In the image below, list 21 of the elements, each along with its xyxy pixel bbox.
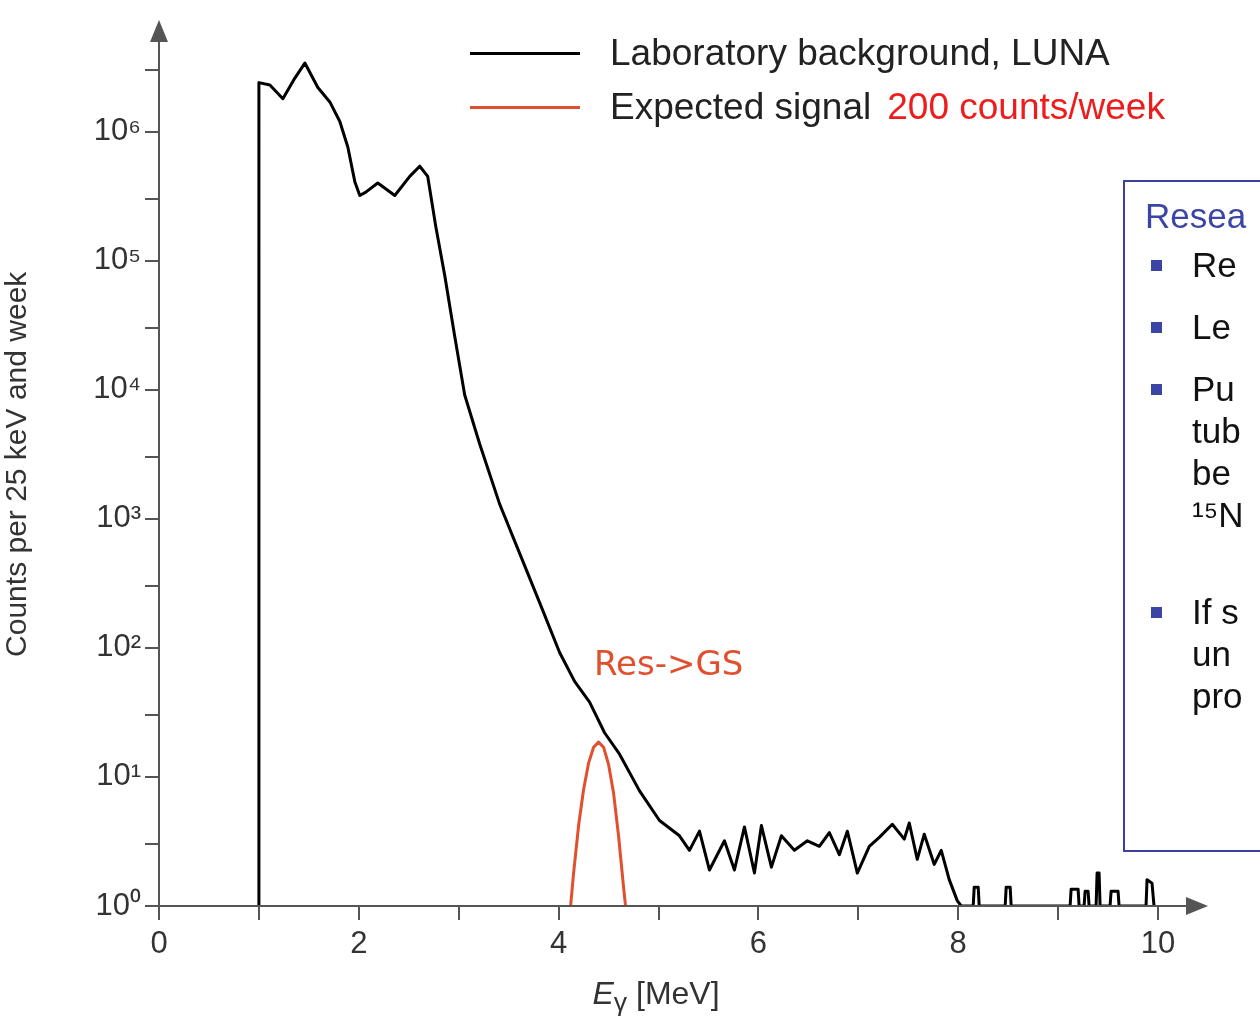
x-tick-label: 10 [1140, 925, 1176, 961]
y-tick-label: 10⁵ [93, 241, 141, 277]
y-axis-title: Counts per 25 keV and week [0, 270, 33, 657]
y-tick-label: 10² [96, 628, 141, 664]
annotation: Resea [1145, 196, 1248, 236]
legend-label: Laboratory background, LUNA [610, 32, 1110, 74]
x-axis-title: E$_{γ}$ [MeV] [592, 975, 720, 1018]
y-tick-label: 10⁶ [93, 112, 141, 148]
y-tick-label: 10⁰ [95, 886, 141, 922]
annotation: 200 counts/week [887, 86, 1165, 128]
annotation: Res->GS [594, 643, 744, 683]
x-tick-label: 2 [350, 925, 368, 961]
text-box: Resea Re Le Pu tub be ¹⁵N If s un pro [1123, 180, 1260, 852]
x-tick-label: 4 [549, 925, 568, 961]
legend-label: Expected signal [610, 86, 872, 128]
y-tick-label: 10⁴ [93, 370, 141, 406]
x-tick-label: 8 [949, 925, 967, 961]
x-tick-label: 0 [150, 925, 168, 961]
y-tick-label: 10¹ [96, 757, 141, 793]
x-tick-label: 6 [749, 925, 768, 961]
y-tick-label: 10³ [96, 499, 141, 535]
